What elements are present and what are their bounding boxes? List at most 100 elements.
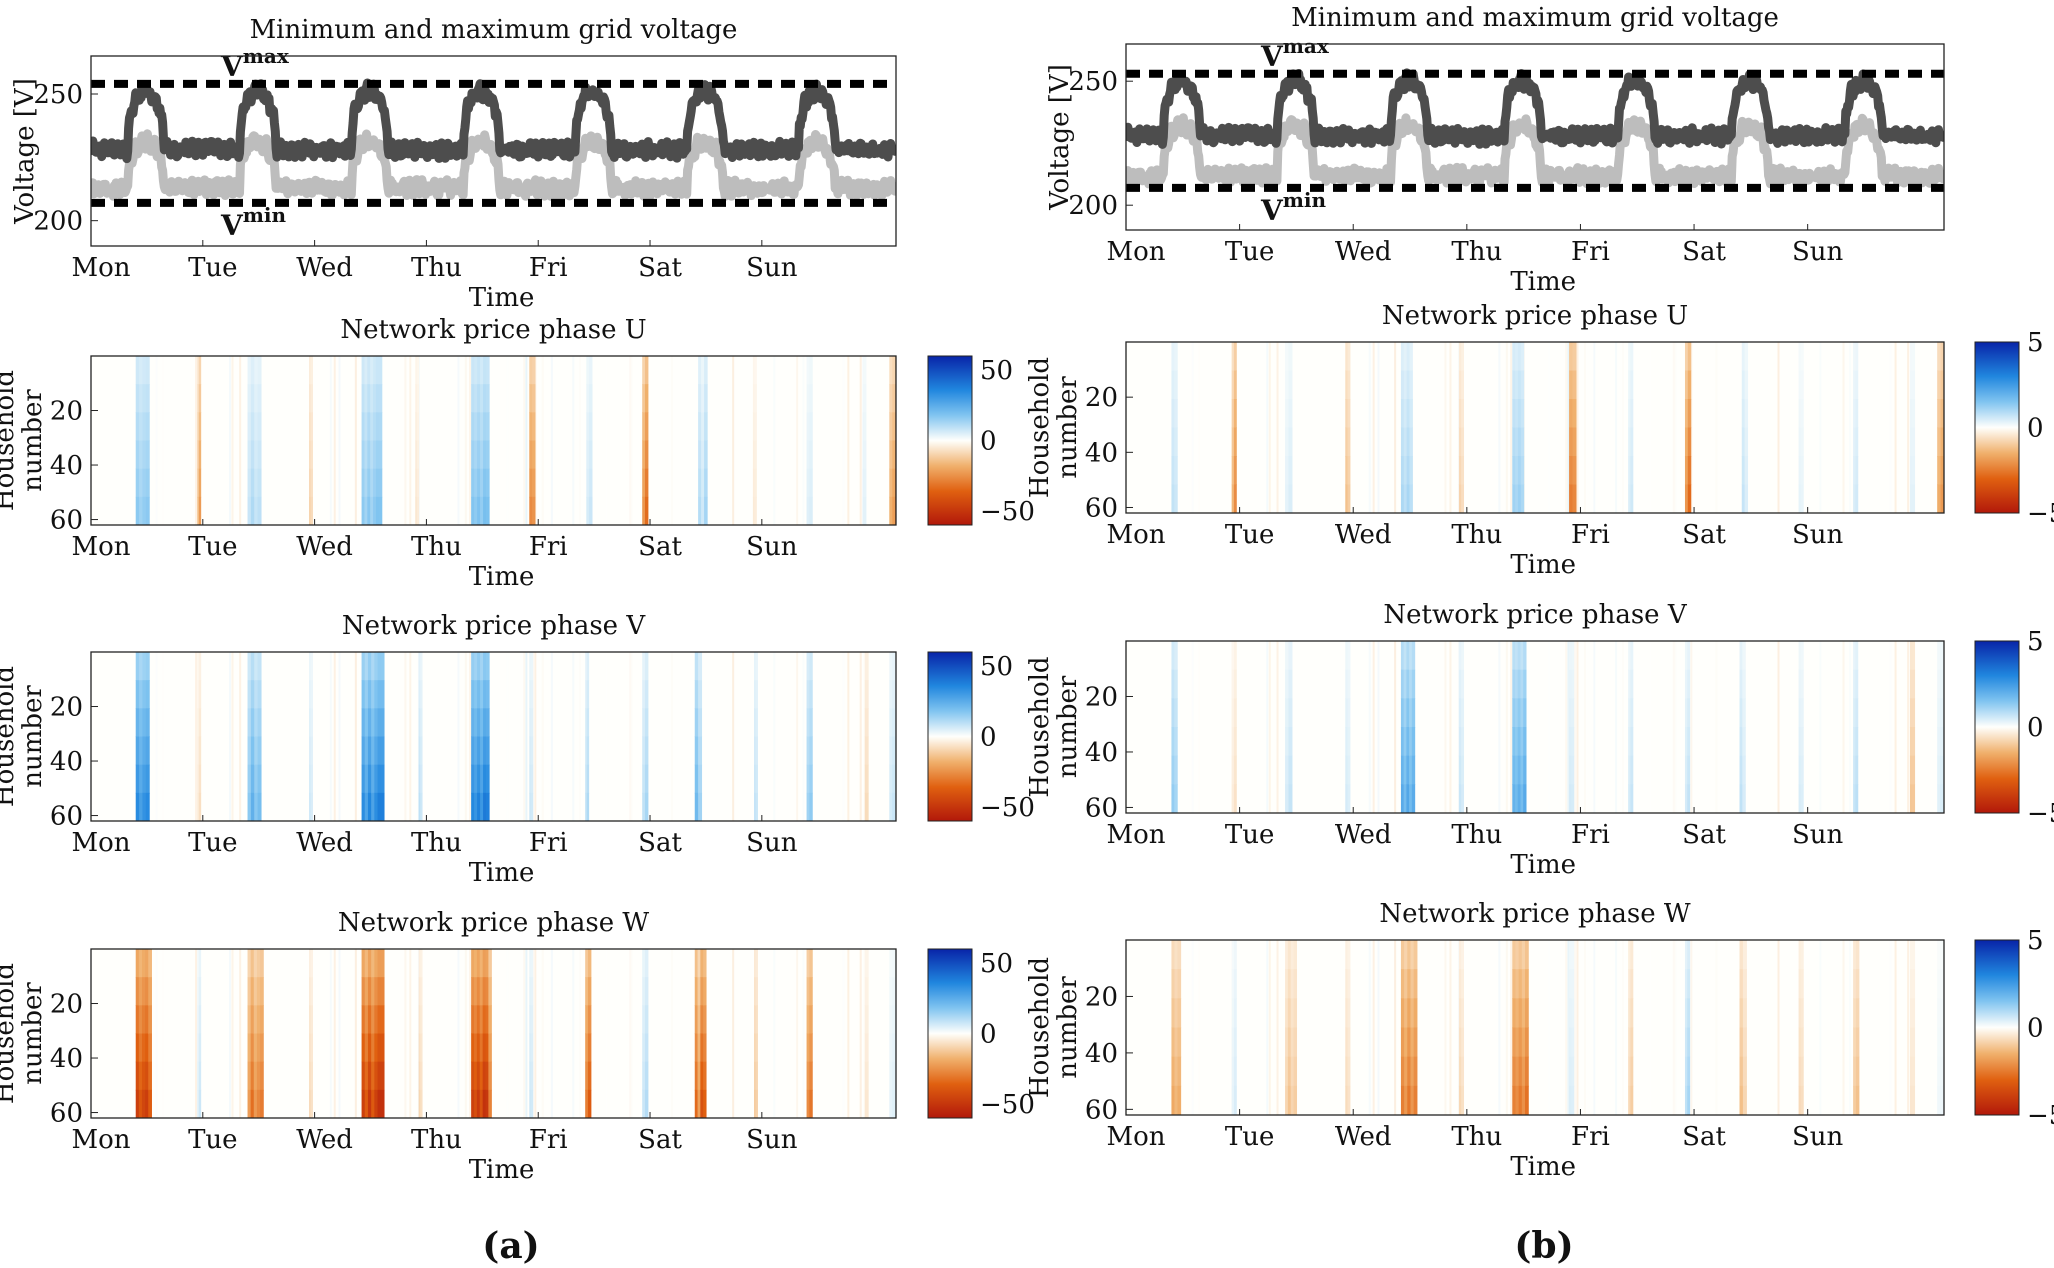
a-voltage-xtick-mon: Mon (71, 253, 130, 283)
a-W-cell (247, 1089, 252, 1118)
b-W-cell (1290, 1056, 1295, 1087)
a-V-cell (530, 736, 534, 766)
b-W-cell (1515, 1027, 1520, 1058)
a-U-cell (142, 468, 147, 498)
b-W-xtick-fri: Fri (1571, 1122, 1610, 1152)
a-U-cell-stripe (572, 356, 575, 525)
a-W-cell (377, 1005, 382, 1035)
a-U-cell-stripe (239, 356, 242, 525)
a-W-cell-stripe (605, 949, 608, 1118)
a-W-cell (642, 1033, 646, 1063)
a-V-cell-stripe (195, 652, 198, 821)
b-W-cell (1231, 1085, 1235, 1115)
b-W-cell (1515, 1085, 1520, 1115)
b-W-ylabel: Householdnumber (1025, 957, 1083, 1098)
b-V-cell (1285, 669, 1290, 699)
b-U-cell-stripe (1547, 342, 1550, 513)
b-U-cell (1744, 456, 1749, 486)
a-W-cell (247, 1061, 252, 1091)
b-V-cell (1461, 698, 1465, 728)
a-W-cell (694, 1033, 699, 1063)
b-U-cell-stripe (1498, 342, 1501, 513)
b-W-cell (1569, 1056, 1572, 1087)
a-W-cell (141, 1005, 146, 1035)
b-V-cell (1937, 669, 1941, 699)
a-W-cell (703, 1089, 707, 1118)
b-U-cell (1461, 399, 1465, 429)
a-U-cell (642, 384, 646, 413)
b-W-cell (1293, 1027, 1298, 1058)
b-U-cell (1798, 456, 1802, 486)
a-W-cell-stripe (469, 949, 472, 1118)
b-U-cell (1630, 342, 1634, 372)
b-V-cell (1853, 698, 1856, 728)
a-U-cell (416, 496, 420, 525)
b-W-cell (1909, 969, 1913, 999)
a-V-colorbar-tick-2: −50 (980, 793, 1035, 823)
b-V-cell (1798, 784, 1802, 813)
b-V-cell (1739, 669, 1743, 699)
a-V-cell (864, 764, 867, 794)
a-W-xtick-sun: Sun (746, 1125, 798, 1155)
b-W-cell-stripe (1848, 940, 1851, 1115)
b-W-cell (1512, 1085, 1517, 1115)
b-V-cell (1523, 784, 1527, 813)
a-W-cell (806, 1005, 810, 1035)
b-U-cell (1403, 484, 1408, 513)
b-V-cell (1571, 641, 1575, 671)
a-U-cell (529, 496, 533, 525)
b-W-cell (1525, 1056, 1529, 1087)
a-V-cell (645, 652, 649, 681)
a-W-cell (530, 1033, 534, 1063)
b-U-cell (1461, 456, 1465, 486)
b-V-cell (1742, 755, 1746, 785)
b-V-cell (1571, 698, 1575, 728)
b-U-cell (1520, 342, 1525, 372)
b-V-cell (1687, 698, 1691, 728)
b-U-cell (1572, 370, 1577, 400)
a-U-cell-stripe (732, 356, 735, 525)
b-W-cell (1177, 1027, 1182, 1058)
b-U-cell (1628, 484, 1632, 513)
a-U-cell (364, 496, 368, 525)
a-W-cell (260, 1033, 264, 1063)
b-U-cell (1512, 456, 1516, 486)
a-W-cell (364, 1005, 369, 1035)
a-V-cell (145, 652, 150, 681)
b-V-cell-stripe (1894, 641, 1897, 813)
a-V-cell (889, 764, 893, 794)
a-V-xtick-sun: Sun (746, 828, 798, 858)
a-W-cell-stripe (550, 949, 553, 1118)
a-W-cell (380, 1033, 385, 1063)
b-W-cell (1177, 1056, 1182, 1087)
b-V-cell (1345, 755, 1349, 785)
a-W-cell-stripe (842, 949, 845, 1118)
b-V-cell (1630, 641, 1634, 671)
a-U-cell (367, 412, 371, 442)
a-W-cell (755, 1089, 758, 1118)
a-W-ylabel: Householdnumber (0, 963, 48, 1104)
b-V-xtick-sun: Sun (1792, 820, 1844, 850)
b-W-cell (1404, 1085, 1408, 1115)
a-U-cell (806, 412, 810, 442)
b-V-cell (1171, 755, 1175, 785)
b-U-cell (1231, 399, 1235, 429)
b-U-cell (1912, 484, 1916, 513)
a-W-cell (371, 1033, 375, 1063)
b-W-cell (1285, 969, 1289, 999)
a-V-cell (197, 792, 200, 821)
a-U-cell (809, 496, 813, 525)
a-U-cell (378, 468, 383, 498)
a-U-cell (645, 440, 649, 470)
a-V-cell-stripe (161, 652, 164, 821)
b-V-cell-stripe (1690, 641, 1693, 813)
a-V-cell (866, 792, 869, 821)
b-W-cell (1410, 940, 1415, 970)
a-W-cell (755, 949, 758, 978)
b-V-cell (1512, 755, 1516, 785)
a-W-cell (367, 977, 372, 1006)
b-W-cell (1571, 969, 1575, 999)
b-V-cell-stripe (1593, 641, 1596, 813)
a-W-cell (645, 1005, 649, 1035)
